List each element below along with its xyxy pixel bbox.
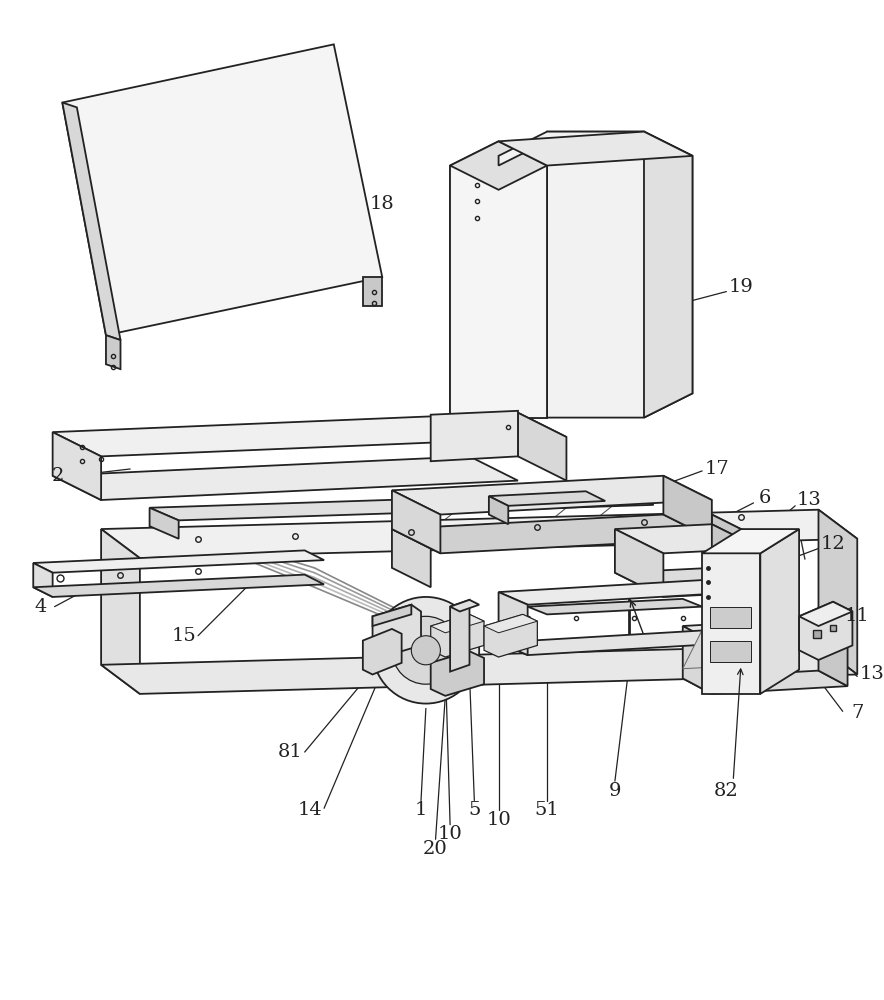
Text: 12: 12 (820, 535, 845, 553)
Polygon shape (372, 605, 421, 657)
Text: 14: 14 (297, 801, 322, 819)
Polygon shape (615, 568, 760, 597)
Polygon shape (682, 626, 712, 694)
Circle shape (392, 616, 460, 684)
Polygon shape (484, 614, 537, 633)
Polygon shape (489, 496, 508, 524)
Polygon shape (392, 515, 751, 548)
Text: 2: 2 (51, 467, 64, 485)
Polygon shape (431, 614, 484, 657)
Polygon shape (53, 432, 101, 500)
Polygon shape (518, 413, 567, 481)
Polygon shape (682, 618, 848, 642)
Text: 7: 7 (851, 704, 864, 722)
Polygon shape (450, 141, 547, 418)
Polygon shape (372, 605, 411, 626)
Text: 19: 19 (728, 278, 753, 296)
Polygon shape (710, 641, 751, 662)
Polygon shape (799, 602, 852, 660)
Polygon shape (721, 645, 789, 663)
Polygon shape (149, 508, 179, 539)
Polygon shape (644, 132, 692, 418)
Text: 4: 4 (34, 598, 47, 616)
Polygon shape (615, 524, 760, 553)
Polygon shape (499, 579, 741, 605)
Polygon shape (489, 491, 606, 506)
Polygon shape (34, 563, 53, 597)
Polygon shape (712, 579, 741, 643)
Polygon shape (431, 614, 484, 633)
Text: 13: 13 (859, 665, 884, 683)
Polygon shape (53, 413, 567, 456)
Text: 11: 11 (845, 607, 870, 625)
Circle shape (411, 636, 440, 665)
Text: 81: 81 (278, 743, 302, 761)
Text: 15: 15 (171, 627, 196, 645)
Polygon shape (106, 335, 120, 369)
Polygon shape (499, 132, 692, 166)
Text: 5: 5 (469, 801, 481, 819)
Text: 6: 6 (759, 489, 772, 507)
Polygon shape (362, 629, 401, 674)
Text: 20: 20 (423, 840, 448, 858)
Text: 1: 1 (415, 801, 427, 819)
Polygon shape (53, 456, 518, 500)
Polygon shape (760, 529, 799, 694)
Polygon shape (392, 476, 712, 515)
Polygon shape (450, 600, 479, 611)
Polygon shape (450, 166, 547, 418)
Polygon shape (799, 602, 852, 626)
Polygon shape (712, 515, 751, 573)
Polygon shape (615, 529, 663, 597)
Polygon shape (431, 411, 518, 461)
Polygon shape (528, 599, 702, 614)
Polygon shape (710, 607, 751, 628)
Polygon shape (819, 618, 848, 686)
Polygon shape (34, 550, 324, 573)
Text: 18: 18 (370, 195, 394, 213)
Circle shape (372, 597, 479, 704)
Text: 10: 10 (486, 811, 511, 829)
Polygon shape (450, 600, 469, 672)
Text: 13: 13 (796, 491, 821, 509)
Polygon shape (547, 132, 692, 418)
Polygon shape (682, 671, 848, 694)
Polygon shape (682, 626, 780, 669)
Polygon shape (499, 630, 741, 655)
Polygon shape (702, 529, 799, 553)
Polygon shape (499, 132, 644, 166)
Polygon shape (101, 645, 857, 694)
Text: 9: 9 (609, 782, 621, 800)
Polygon shape (484, 614, 537, 657)
Polygon shape (392, 515, 712, 553)
Text: 10: 10 (438, 825, 462, 843)
Text: 51: 51 (535, 801, 560, 819)
Polygon shape (702, 553, 760, 694)
Polygon shape (362, 277, 382, 306)
Polygon shape (499, 592, 528, 655)
Polygon shape (63, 44, 382, 335)
Polygon shape (712, 524, 760, 592)
Polygon shape (34, 575, 324, 597)
Polygon shape (431, 651, 484, 696)
Polygon shape (101, 529, 140, 694)
Polygon shape (450, 141, 547, 190)
Text: 17: 17 (705, 460, 729, 478)
Polygon shape (101, 510, 857, 558)
Text: 82: 82 (714, 782, 739, 800)
Polygon shape (149, 492, 653, 520)
Polygon shape (392, 490, 440, 553)
Polygon shape (392, 529, 431, 587)
Polygon shape (663, 476, 712, 539)
Polygon shape (63, 103, 120, 340)
Polygon shape (819, 510, 857, 674)
